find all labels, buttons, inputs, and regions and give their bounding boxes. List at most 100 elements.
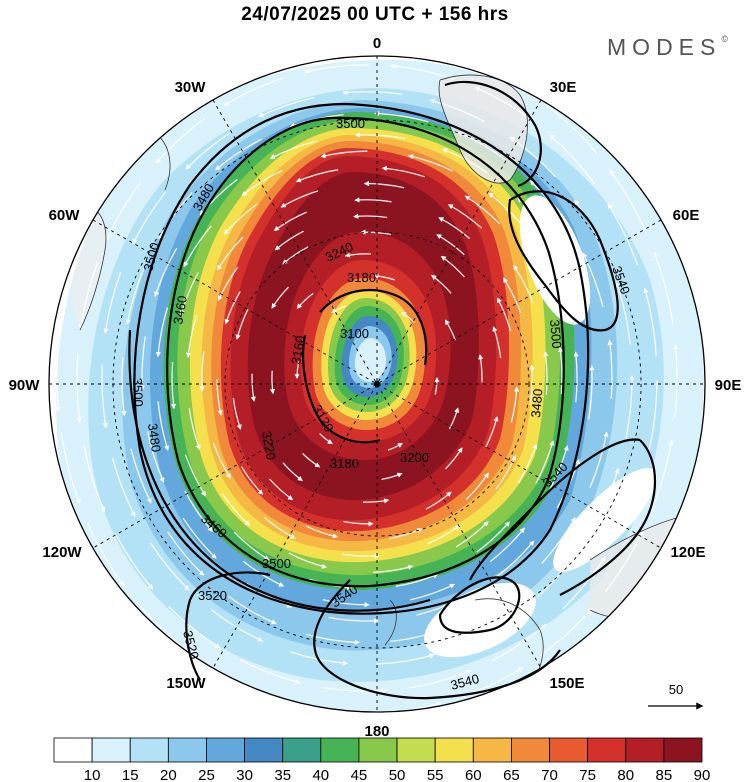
streamline-arrow <box>496 540 535 578</box>
streamline-arrow <box>60 245 83 317</box>
streamline-arrow <box>295 169 339 183</box>
streamline-arrow <box>457 131 507 161</box>
colorbar-tick-label: 70 <box>541 767 558 782</box>
streamline-arrow <box>170 361 177 410</box>
streamline-arrow <box>489 527 525 563</box>
streamline-arrow <box>185 315 198 359</box>
streamline-arrow <box>491 624 547 662</box>
streamline-arrow <box>250 373 256 402</box>
streamline-arrow <box>101 364 108 429</box>
streamline-arrow <box>488 192 524 228</box>
colorbar-tick-label: 45 <box>351 767 368 782</box>
streamline-arrow <box>607 339 613 399</box>
wind-streamlines <box>55 58 679 712</box>
streamline-arrow <box>476 521 510 553</box>
streamline-arrow <box>282 246 309 265</box>
streamline-arrow <box>305 633 360 645</box>
streamline-arrow <box>573 351 579 403</box>
streamline-arrow <box>389 528 423 539</box>
streamline-arrow <box>212 442 231 479</box>
streamline-arrow <box>199 178 238 216</box>
colorbar-tick-label: 65 <box>503 767 520 782</box>
streamline-arrow <box>441 148 488 174</box>
streamline-arrow <box>593 468 620 527</box>
lon-label-150w: 150W <box>166 675 206 692</box>
contour-label: 3180 <box>330 456 359 471</box>
streamline-arrow <box>232 397 242 430</box>
colorbar-swatch <box>625 737 665 763</box>
streamline-arrow <box>363 180 405 189</box>
colorbar-tick-label: 80 <box>617 767 634 782</box>
colorbar-tick-label: 35 <box>274 767 291 782</box>
streamline-arrow <box>342 89 402 96</box>
streamline-arrow <box>302 453 321 468</box>
colorbar-tick-label: 55 <box>427 767 444 782</box>
streamline-arrow <box>224 203 258 235</box>
streamline-arrow <box>381 165 425 178</box>
streamline-arrow <box>344 252 372 258</box>
streamline-arrow <box>188 407 201 451</box>
colorbar-tick-label: 90 <box>694 767 711 782</box>
pole-marker <box>374 381 380 387</box>
streamline-arrow <box>447 204 483 229</box>
streamline-arrow <box>425 491 452 510</box>
contour-label: 3480 <box>145 422 164 453</box>
map-title: 24/07/2025 00 UTC + 156 hrs <box>241 4 509 25</box>
lon-label-180: 180 <box>364 723 389 740</box>
lon-label-150e: 150E <box>549 675 584 692</box>
streamline-arrow <box>455 521 489 548</box>
streamline-arrow <box>427 524 461 545</box>
contour-label: 3180 <box>347 270 376 285</box>
contour-label: 3500 <box>547 319 564 349</box>
contour-label: 3460 <box>170 294 190 325</box>
streamline-arrow <box>269 370 276 395</box>
contour-label: 3540 <box>449 671 481 693</box>
streamline-arrow <box>616 472 645 537</box>
contour-label: 3500 <box>336 116 365 131</box>
streamline-arrow <box>132 191 167 245</box>
streamline-arrow <box>354 132 406 140</box>
streamline-arrow <box>625 374 635 439</box>
streamline-arrow <box>431 274 452 294</box>
streamline-arrow <box>322 686 387 694</box>
colorbar-swatch <box>434 737 474 763</box>
brand-name: MODES <box>607 34 722 60</box>
streamline-arrow <box>273 211 307 232</box>
streamline-arrow <box>582 252 604 308</box>
colorbar-swatch <box>167 737 207 763</box>
streamline-arrow <box>497 297 512 332</box>
contour-label: 3500 <box>140 241 162 273</box>
streamline-arrow <box>224 291 241 325</box>
streamline-arrow <box>60 432 81 505</box>
streamline-arrow <box>223 77 284 106</box>
lon-label-60w: 60W <box>49 207 81 224</box>
contour-label: 3520 <box>198 588 227 603</box>
streamline-arrow <box>242 560 285 587</box>
streamline-arrow <box>517 443 538 484</box>
map-boundary <box>48 55 706 713</box>
streamline-arrow <box>136 602 189 652</box>
streamline-arrow <box>653 251 674 324</box>
streamline-arrow <box>157 401 170 451</box>
streamline-arrow <box>168 606 221 649</box>
streamline-arrow <box>536 551 578 599</box>
contour-label: 3220 <box>259 430 279 461</box>
streamline-arrow <box>444 319 456 341</box>
streamline-arrow <box>588 365 595 420</box>
streamline-arrow <box>217 266 239 301</box>
streamline-arrow <box>492 326 502 359</box>
streamline-arrow <box>167 531 205 576</box>
streamline-arrow <box>390 628 445 643</box>
streamline-arrow <box>436 234 465 256</box>
streamline-arrow <box>146 431 165 483</box>
colorbar-swatch <box>282 737 322 763</box>
streamline-arrow <box>87 523 125 587</box>
colorbar-tick-label: 75 <box>579 767 596 782</box>
streamline-arrow <box>217 236 244 271</box>
streamline-arrow <box>343 520 374 527</box>
streamline-arrow <box>211 609 264 642</box>
colorbar-swatch <box>358 737 398 763</box>
streamline-arrow <box>395 573 439 587</box>
streamline-arrow <box>125 268 145 325</box>
colorbar-swatch <box>320 737 360 763</box>
